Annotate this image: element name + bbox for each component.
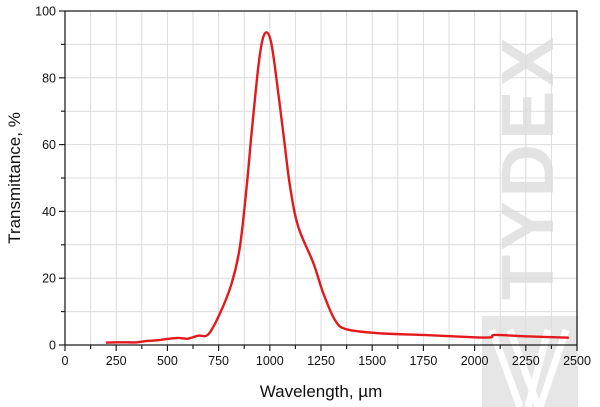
- y-tick-label: 40: [42, 205, 56, 219]
- x-tick-label: 750: [208, 354, 229, 368]
- watermark-logo-mark: [488, 328, 570, 407]
- x-tick-label: 2500: [563, 354, 591, 368]
- x-tick-label: 500: [157, 354, 178, 368]
- x-tick-label: 2000: [461, 354, 489, 368]
- watermark-text: TYDEX: [486, 33, 569, 300]
- axis-ticks: 0 250 500 750 1000 1250 1500 1750 2000 2250 2500 0 2…: [35, 5, 591, 369]
- x-tick-label: 1000: [256, 354, 284, 368]
- x-tick-label: 2250: [512, 354, 540, 368]
- series: [105, 31, 569, 344]
- y-tick-label: 20: [42, 272, 56, 286]
- plot-frame: [64, 10, 578, 346]
- y-axis-label: Transmittance, %: [5, 112, 24, 244]
- grid: [65, 11, 577, 345]
- y-tick-label: 100: [35, 5, 56, 19]
- x-tick-label: 1250: [307, 354, 335, 368]
- x-tick-label: 1500: [358, 354, 386, 368]
- transmittance-line: [105, 31, 569, 344]
- x-axis-label: Wavelength, µm: [260, 382, 383, 401]
- y-tick-label: 60: [42, 138, 56, 152]
- x-tick-label: 250: [106, 354, 127, 368]
- y-tick-label: 80: [42, 71, 56, 85]
- y-tick-label: 0: [49, 339, 56, 353]
- watermark: TYDEX: [482, 33, 578, 407]
- x-tick-label: 1750: [409, 354, 437, 368]
- x-tick-label: 0: [62, 354, 69, 368]
